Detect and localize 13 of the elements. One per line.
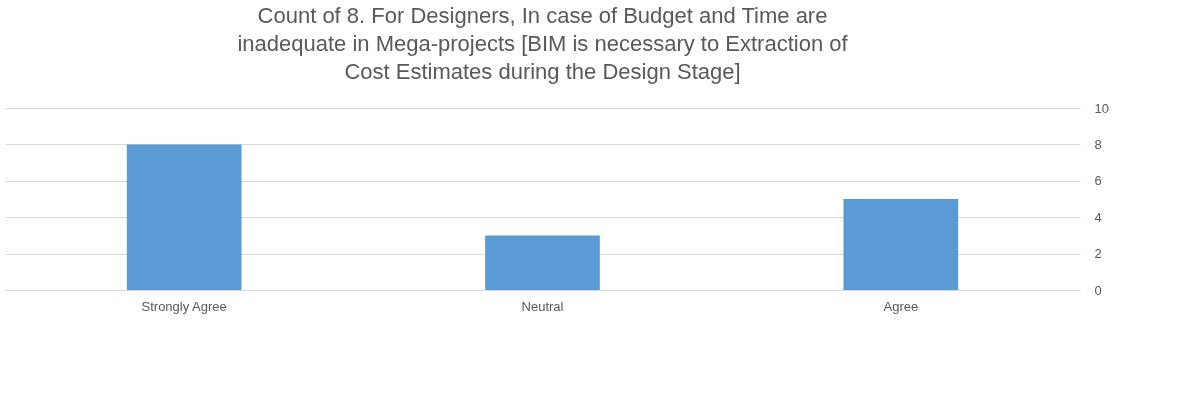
- x-tick-label: Strongly Agree: [141, 298, 227, 314]
- x-tick-label: Agree: [883, 298, 919, 314]
- bar: [843, 199, 959, 290]
- y-tick-label: 6: [1094, 173, 1102, 189]
- y-tick-label: 10: [1094, 100, 1109, 116]
- bar: [126, 144, 242, 290]
- bar: [485, 235, 600, 290]
- y-tick-label: 4: [1094, 209, 1102, 225]
- chart-title: Count of 8. For Designers, In case of Budget and Time are inadequate in Mega-projects [BIM is necessary to Extraction of Cost Estimates during the Design Stage]: [237, 3, 849, 84]
- x-tick-label: Neutral: [521, 298, 564, 314]
- y-tick-label: 2: [1094, 246, 1102, 262]
- y-tick-label: 8: [1094, 136, 1102, 152]
- y-tick-label: 0: [1094, 282, 1102, 298]
